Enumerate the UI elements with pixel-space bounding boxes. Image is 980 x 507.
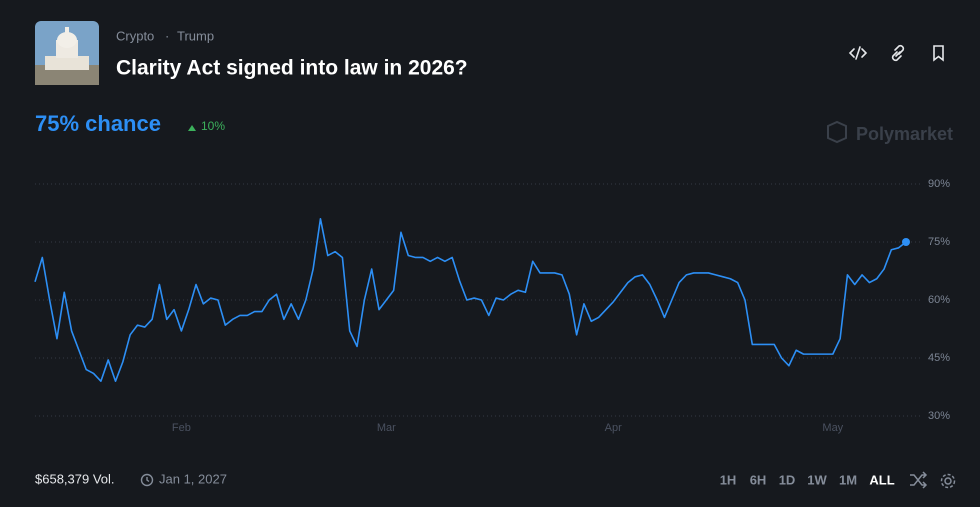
y-tick-label: 45%: [928, 352, 950, 364]
footer-icons[interactable]: [910, 471, 956, 489]
header-icons[interactable]: [848, 44, 944, 62]
clock-icon: [140, 473, 154, 487]
volume: $658,379 Vol.: [35, 471, 115, 486]
watermark: Polymarket: [856, 124, 953, 144]
tag[interactable]: Trump: [177, 28, 214, 43]
tag[interactable]: Crypto: [116, 28, 154, 43]
separator: ·: [165, 28, 169, 43]
y-tick-label: 60%: [928, 294, 950, 306]
y-tick-label: 75%: [928, 236, 950, 248]
range-button[interactable]: 1H: [720, 472, 737, 487]
x-tick-label: Apr: [605, 422, 622, 434]
range-button[interactable]: 1W: [807, 472, 827, 487]
market-title: Clarity Act signed into law in 2026?: [116, 57, 468, 80]
change-arrow: [188, 125, 196, 131]
range-button[interactable]: 1M: [839, 472, 857, 487]
change: 10%: [201, 119, 225, 133]
range-button[interactable]: 1D: [779, 472, 796, 487]
end-dot: [902, 238, 910, 246]
y-tick-label: 30%: [928, 410, 950, 422]
range-button[interactable]: 6H: [750, 472, 767, 487]
chance: 75% chance: [35, 111, 161, 136]
x-tick-label: Mar: [377, 422, 396, 434]
x-tick-label: May: [822, 422, 843, 434]
price-line: [34, 218, 907, 382]
end-date: Jan 1, 2027: [159, 471, 227, 486]
x-tick-label: Feb: [172, 422, 191, 434]
range-button[interactable]: ALL: [869, 472, 894, 487]
watermark-logo: [827, 120, 847, 144]
y-tick-label: 90%: [928, 178, 950, 190]
market-image: [35, 21, 99, 85]
